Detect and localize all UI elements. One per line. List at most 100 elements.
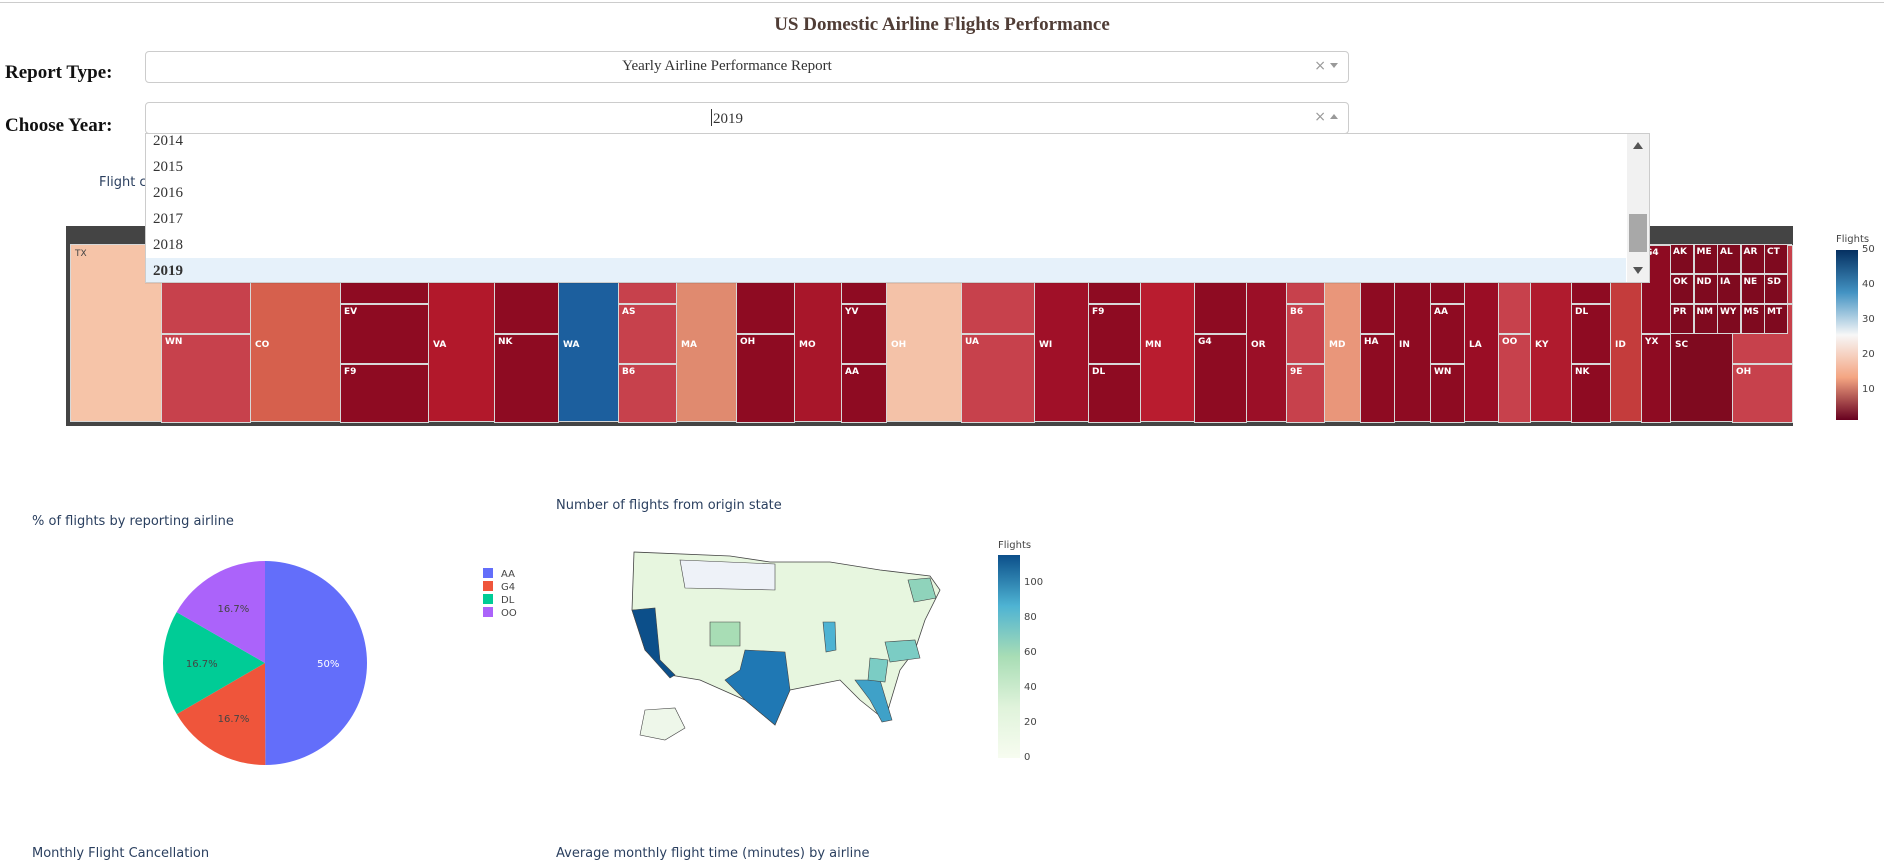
treemap-carrier-tile[interactable]: AA <box>841 363 887 423</box>
year-option[interactable]: 2018 <box>153 237 183 253</box>
treemap-state-tile[interactable]: IA <box>1717 274 1741 304</box>
treemap-carrier-tile[interactable]: G4 <box>1194 334 1247 423</box>
treemap-carrier-tile[interactable]: UA <box>961 334 1035 423</box>
treemap-state-label: OR <box>1251 340 1266 350</box>
treemap-state-tile[interactable]: NM <box>1693 304 1718 334</box>
clear-icon[interactable]: × <box>1314 58 1326 74</box>
treemap-carrier-tile[interactable]: OH <box>1732 363 1793 423</box>
treemap-state-tile[interactable]: NE <box>1740 274 1765 304</box>
pie-legend-item[interactable]: G4 <box>483 581 515 593</box>
year-option[interactable]: 2016 <box>153 185 183 201</box>
treemap-carrier-tile[interactable]: AA <box>1430 304 1465 364</box>
legend-label: G4 <box>501 582 516 593</box>
treemap-carrier-tile[interactable]: AS <box>618 304 677 364</box>
treemap-carrier-label: G4 <box>1645 248 1659 258</box>
top-divider <box>0 2 1884 3</box>
treemap-carrier-tile[interactable]: WN <box>1430 363 1465 423</box>
treemap-carrier-tile[interactable]: B6 <box>618 363 677 423</box>
treemap-state-tile[interactable]: ND <box>1693 274 1718 304</box>
treemap-state-label: AL <box>1720 247 1733 257</box>
us-choropleth-map[interactable] <box>630 550 950 750</box>
treemap-state-tile[interactable]: AR <box>1740 244 1765 274</box>
treemap-state-label: TX <box>75 249 87 259</box>
treemap-state-tile[interactable]: AK <box>1670 244 1694 274</box>
legend-swatch <box>483 594 493 604</box>
treemap-carrier-tile[interactable]: 9E <box>1286 363 1325 423</box>
chevron-down-icon[interactable] <box>1330 63 1338 68</box>
treemap-carrier-tile[interactable]: OH <box>736 334 795 423</box>
pie-title: % of flights by reporting airline <box>32 514 234 529</box>
treemap-carrier-label: B6 <box>622 366 636 377</box>
treemap-state-tile[interactable]: CT <box>1764 244 1788 274</box>
report-type-select[interactable]: Yearly Airline Performance Report × <box>145 51 1349 83</box>
treemap-colorbar-title: Flights <box>1836 234 1870 245</box>
treemap-state-label: SD <box>1767 277 1781 287</box>
treemap-state-tile[interactable]: PR <box>1670 304 1694 334</box>
pie-slice-label: 16.7% <box>186 659 218 670</box>
year-option[interactable]: 2017 <box>153 211 183 227</box>
legend-swatch <box>483 607 493 617</box>
treemap-state-tile[interactable]: WY <box>1717 304 1741 334</box>
treemap-state-tile[interactable]: SD <box>1764 274 1788 304</box>
treemap-carrier-label: HA <box>1364 337 1379 347</box>
treemap-carrier-tile[interactable]: DL <box>1571 304 1611 364</box>
scroll-down-icon[interactable] <box>1633 267 1643 274</box>
pie-slice[interactable] <box>176 663 266 765</box>
pie-legend-item[interactable]: OO <box>483 607 517 619</box>
treemap-state-label: LA <box>1469 340 1482 350</box>
treemap-state-tile[interactable]: ME <box>1693 244 1718 274</box>
pie-slice[interactable] <box>265 561 368 765</box>
map-state-ca[interactable] <box>631 607 676 679</box>
map-state-ak[interactable] <box>639 707 686 741</box>
treemap-carrier-tile[interactable]: EV <box>340 304 429 364</box>
report-type-label: Report Type: <box>5 62 113 83</box>
pie-chart[interactable]: 50% 16.7% 16.7% 16.7% <box>140 548 390 778</box>
scroll-thumb[interactable] <box>1629 214 1647 252</box>
map-state-tx[interactable] <box>724 649 791 726</box>
treemap-carrier-tile[interactable]: F9 <box>1088 304 1141 364</box>
treemap-state-label: WI <box>1039 340 1053 350</box>
pie-legend-item[interactable]: DL <box>483 594 514 606</box>
treemap-carrier-tile[interactable]: YX <box>1641 334 1671 423</box>
map-state-mt[interactable] <box>679 559 776 591</box>
treemap-state-label: AR <box>1743 247 1758 257</box>
map-state-il[interactable] <box>822 621 837 653</box>
treemap-carrier-tile[interactable]: F9 <box>340 363 429 423</box>
treemap-state-label: WA <box>563 340 580 350</box>
treemap-carrier-label: NK <box>1575 366 1590 377</box>
treemap-state-tile[interactable]: MT <box>1764 304 1788 334</box>
scroll-up-icon[interactable] <box>1633 142 1643 149</box>
year-option[interactable]: 2019 <box>146 258 1626 282</box>
treemap-carrier-tile[interactable]: NK <box>494 334 559 423</box>
treemap-carrier-tile[interactable]: YV <box>841 304 887 364</box>
treemap-carrier-tile[interactable]: HA <box>1360 334 1395 423</box>
treemap-carrier-label: NK <box>498 337 513 347</box>
year-select[interactable]: 2019 × <box>145 102 1349 134</box>
treemap-carrier-tile[interactable]: B6 <box>1286 304 1325 364</box>
treemap-carrier-tile[interactable]: WN <box>161 334 251 423</box>
treemap-carrier-label: AS <box>622 307 636 318</box>
treemap-carrier-label: YX <box>1645 337 1659 347</box>
chevron-up-icon[interactable] <box>1330 114 1338 119</box>
treemap-carrier-tile[interactable]: NK <box>1571 363 1611 423</box>
treemap-state-tile[interactable]: OK <box>1670 274 1694 304</box>
treemap-carrier-tile[interactable]: OO <box>1498 334 1531 423</box>
map-state-ga[interactable] <box>867 657 889 683</box>
map-state-co[interactable] <box>709 621 741 647</box>
year-dropdown-menu[interactable]: 2014 2015 2016 2017 2018 2019 <box>145 133 1650 283</box>
treemap-state-tile[interactable]: MS <box>1740 304 1765 334</box>
treemap-state-tile[interactable]: AL <box>1717 244 1741 274</box>
year-option[interactable]: 2015 <box>153 159 183 175</box>
legend-label: AA <box>501 569 515 580</box>
pie-slice[interactable] <box>176 561 265 663</box>
year-value-wrap: 2019 <box>146 109 1308 128</box>
clear-icon[interactable]: × <box>1314 109 1326 125</box>
legend-swatch <box>483 581 493 591</box>
treemap-carrier-tile[interactable]: DL <box>1088 363 1141 423</box>
pie-legend-item[interactable]: AA <box>483 568 515 580</box>
map-state-nc[interactable] <box>884 639 921 663</box>
dropdown-scrollbar[interactable] <box>1627 134 1649 282</box>
pie-slice[interactable] <box>162 612 265 715</box>
year-option[interactable]: 2014 <box>153 133 183 149</box>
map-state-ny[interactable] <box>907 577 937 603</box>
